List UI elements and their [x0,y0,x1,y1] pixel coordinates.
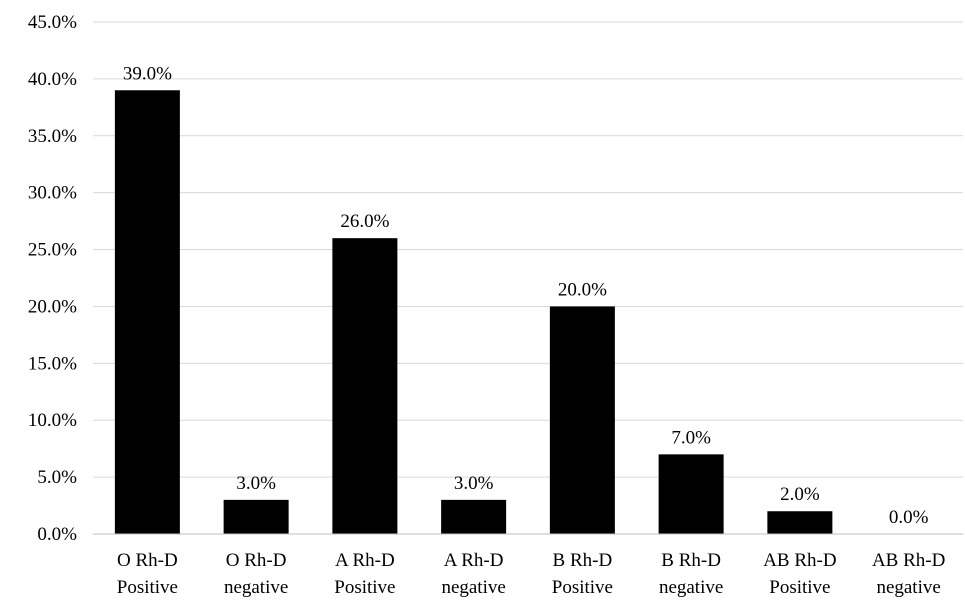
category-label: Positive [334,577,395,598]
bar [767,511,833,534]
data-label: 0.0% [889,507,929,528]
data-label: 2.0% [780,484,820,505]
bar [441,499,507,534]
bar [332,238,398,534]
y-tick-label: 20.0% [28,296,77,317]
gridlines [93,21,963,478]
category-label: A Rh-D [335,550,395,571]
y-tick-label: 5.0% [37,467,77,488]
category-label: negative [224,577,288,598]
category-label: negative [876,577,940,598]
y-tick-label: 35.0% [28,126,77,147]
category-label: negative [441,577,505,598]
x-axis-category-labels: O Rh-D Positive O Rh-D negative A Rh-D Positi… [117,550,946,598]
category-label: O Rh-D [117,550,178,571]
bars [114,90,833,535]
bar [549,306,615,534]
category-label: O Rh-D [226,550,287,571]
data-label: 7.0% [671,427,711,448]
y-tick-label: 0.0% [37,524,77,545]
category-label: A Rh-D [444,550,504,571]
bar [114,90,180,535]
y-tick-label: 30.0% [28,183,77,204]
category-label: AB Rh-D [872,550,945,571]
y-tick-label: 40.0% [28,69,77,90]
category-label: negative [659,577,723,598]
y-tick-label: 45.0% [28,12,77,33]
category-label: Positive [117,577,178,598]
bar [223,499,289,534]
bar [658,454,724,534]
data-label: 20.0% [558,279,607,300]
y-tick-label: 15.0% [28,353,77,374]
data-label: 3.0% [454,473,494,494]
data-labels: 39.0% 3.0% 26.0% 3.0% 20.0% 7.0% 2.0% 0.0% [123,63,929,528]
data-label: 26.0% [340,211,389,232]
category-label: B Rh-D [661,550,721,571]
y-axis-tick-labels: 0.0% 5.0% 10.0% 15.0% 20.0% 25.0% 30.0% 35.0% 40… [28,12,77,545]
category-label: AB Rh-D [763,550,836,571]
category-label: Positive [552,577,613,598]
data-label: 3.0% [236,473,276,494]
y-tick-label: 10.0% [28,410,77,431]
y-tick-label: 25.0% [28,240,77,261]
category-label: Positive [769,577,830,598]
category-label: B Rh-D [553,550,613,571]
data-label: 39.0% [123,63,172,84]
